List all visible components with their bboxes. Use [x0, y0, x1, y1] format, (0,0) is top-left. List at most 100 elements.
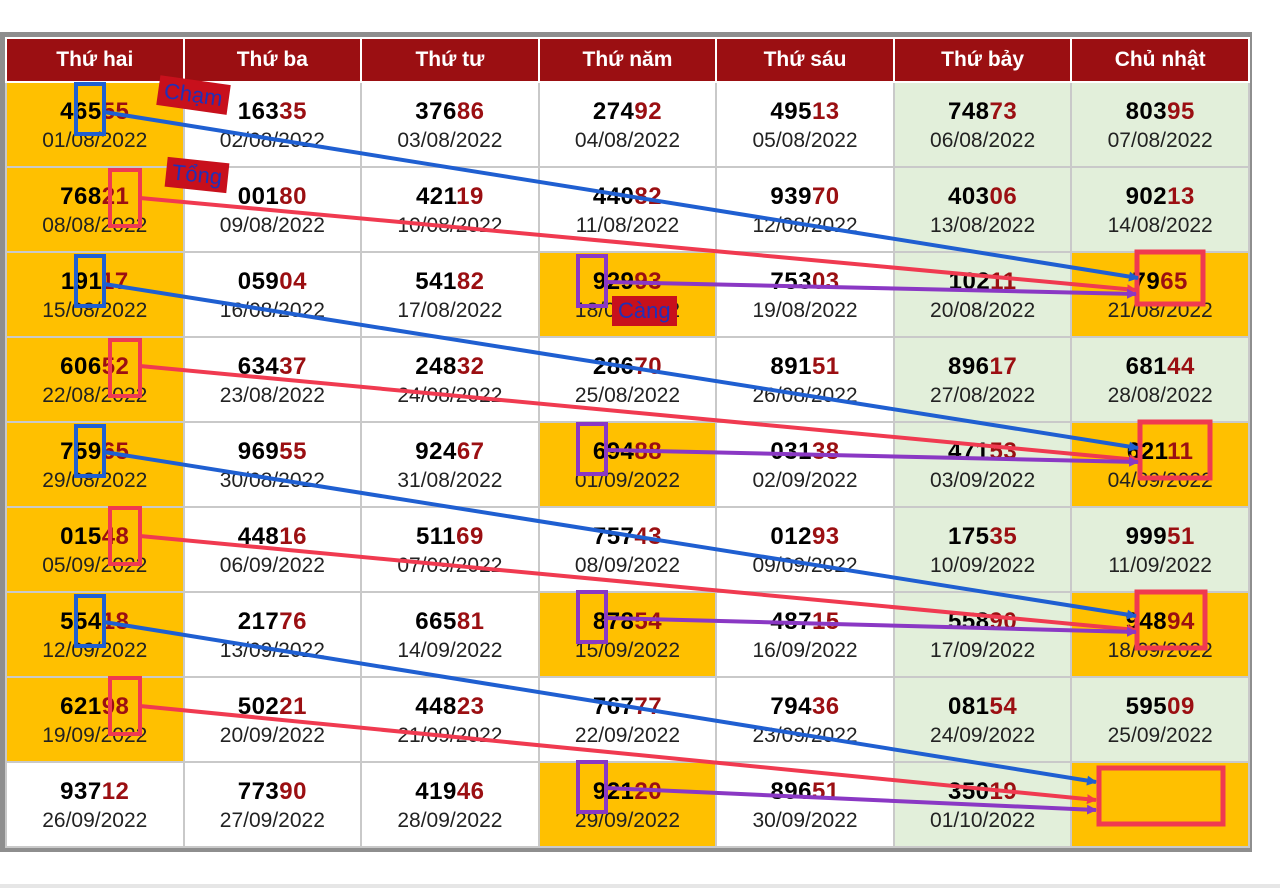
- result-date: 14/08/2022: [1107, 213, 1213, 237]
- result-date: 19/08/2022: [752, 298, 858, 322]
- result-number-head: 768: [60, 182, 102, 210]
- header-friday: Thứ sáu: [715, 37, 895, 83]
- result-number-tail: 18: [101, 607, 130, 635]
- result-number: 28670: [540, 351, 716, 383]
- result-cell: 63437 23/08/2022: [182, 336, 363, 423]
- result-number: 89651: [717, 776, 893, 808]
- result-number-head: 376: [415, 97, 457, 125]
- tong-label: Tổng: [164, 156, 230, 194]
- result-number-head: 595: [1125, 692, 1168, 720]
- header-thursday: Thứ năm: [537, 37, 718, 83]
- result-cell: 90213 14/08/2022: [1070, 166, 1250, 253]
- result-number: 80395: [1072, 96, 1248, 128]
- result-number-head: 939: [770, 182, 812, 210]
- result-number: 77390: [185, 776, 361, 808]
- result-date: 24/08/2022: [397, 383, 503, 407]
- result-number-tail: 38: [811, 437, 840, 465]
- result-number-head: 248: [415, 352, 457, 380]
- result-number-tail: 48: [101, 522, 130, 550]
- result-number-head: 891: [770, 352, 812, 380]
- table-row: 60652 22/08/2022 63437 23/08/2022 24832 24/08…: [5, 336, 1250, 423]
- result-number: 21776: [185, 606, 361, 638]
- result-cell: 79436 23/09/2022: [715, 676, 895, 763]
- result-number-head: 175: [947, 522, 990, 550]
- result-cell: 80395 07/08/2022: [1070, 81, 1250, 168]
- table-row: 75965 29/08/2022 96955 30/08/2022 92467 31/08…: [5, 421, 1250, 508]
- result-number-tail: 92: [634, 97, 663, 125]
- result-number-head: 948: [1125, 607, 1168, 635]
- result-cell: 27492 04/08/2022: [537, 81, 718, 168]
- result-number-head: 794: [770, 692, 812, 720]
- result-date: 22/09/2022: [574, 723, 681, 747]
- result-cell: 49513 05/08/2022: [715, 81, 895, 168]
- result-number: 60652: [7, 351, 183, 383]
- result-date: 15/08/2022: [42, 298, 148, 322]
- result-date: 01/08/2022: [42, 128, 148, 152]
- result-number-head: 937: [60, 777, 102, 805]
- result-number-tail: 36: [811, 692, 840, 720]
- result-date: 21/09/2022: [397, 723, 503, 747]
- result-number-head: 059: [237, 267, 280, 295]
- header-sunday: Chủ nhật: [1070, 37, 1250, 83]
- result-date: 06/09/2022: [219, 553, 325, 577]
- result-number-tail: 55: [279, 437, 307, 465]
- result-number-head: 929: [592, 267, 635, 295]
- result-number: 17535: [895, 521, 1071, 553]
- result-date: 14/09/2022: [397, 638, 503, 662]
- result-cell: 35019 01/10/2022: [892, 761, 1073, 848]
- table-row: 01548 05/09/2022 44816 06/09/2022 51169 07/09…: [5, 506, 1250, 593]
- result-number-head: 921: [592, 777, 635, 805]
- result-number-head: 753: [770, 267, 812, 295]
- result-number-head: 031: [770, 437, 812, 465]
- result-cell: 40306 13/08/2022: [892, 166, 1073, 253]
- result-number: 93712: [7, 776, 183, 808]
- result-cell: 89151 26/08/2022: [715, 336, 895, 423]
- result-cell: 55890 17/09/2022: [892, 591, 1073, 678]
- result-cell: 68144 28/08/2022: [1070, 336, 1250, 423]
- result-cell: 03138 02/09/2022: [715, 421, 895, 508]
- result-number-tail: 52: [101, 352, 130, 380]
- result-cell: 89651 30/09/2022: [715, 761, 895, 848]
- result-number-head: 665: [415, 607, 457, 635]
- result-number-head: 511: [415, 522, 457, 550]
- result-number-head: 554: [60, 607, 102, 635]
- result-number-head: 015: [60, 522, 102, 550]
- result-number: 59509: [1072, 691, 1248, 723]
- result-number-tail: 54: [989, 692, 1018, 720]
- result-number-tail: 81: [456, 607, 485, 635]
- result-number-tail: 43: [634, 522, 663, 550]
- result-cell: 10211 20/08/2022: [892, 251, 1073, 338]
- result-number: 50221: [185, 691, 361, 723]
- result-date: 28/08/2022: [1107, 383, 1213, 407]
- result-number-tail: 11: [990, 267, 1017, 295]
- result-date: 09/09/2022: [752, 553, 858, 577]
- result-number-tail: 53: [989, 437, 1018, 465]
- result-number: 44816: [185, 521, 361, 553]
- result-cell: 08154 24/09/2022: [892, 676, 1073, 763]
- result-cell: 96955 30/08/2022: [182, 421, 363, 508]
- result-number-head: 286: [592, 352, 635, 380]
- result-number-head: 502: [237, 692, 280, 720]
- result-number-tail: 95: [1167, 97, 1195, 125]
- result-number-head: 274: [592, 97, 635, 125]
- result-cell: 76777 22/09/2022: [537, 676, 718, 763]
- result-number: 01293: [717, 521, 893, 553]
- result-date: 16/09/2022: [752, 638, 858, 662]
- result-number-tail: 73: [989, 97, 1018, 125]
- table-row: 93712 26/09/2022 77390 27/09/2022 41946 28/09…: [5, 761, 1250, 848]
- result-date: 27/09/2022: [219, 808, 325, 832]
- result-number-tail: 09: [1167, 692, 1195, 720]
- result-number-head: 541: [415, 267, 457, 295]
- result-date: 09/08/2022: [219, 213, 325, 237]
- result-date: 04/08/2022: [574, 128, 681, 152]
- result-number-head: 757: [592, 522, 635, 550]
- result-number-tail: 35: [989, 522, 1018, 550]
- result-number: 66581: [362, 606, 538, 638]
- result-number: 19117: [7, 266, 183, 298]
- result-number: 37686: [362, 96, 538, 128]
- result-number-head: 001: [237, 182, 280, 210]
- result-date: 30/09/2022: [752, 808, 858, 832]
- result-number-head: 448: [415, 692, 457, 720]
- result-number: 05904: [185, 266, 361, 298]
- result-number: 75303: [717, 266, 893, 298]
